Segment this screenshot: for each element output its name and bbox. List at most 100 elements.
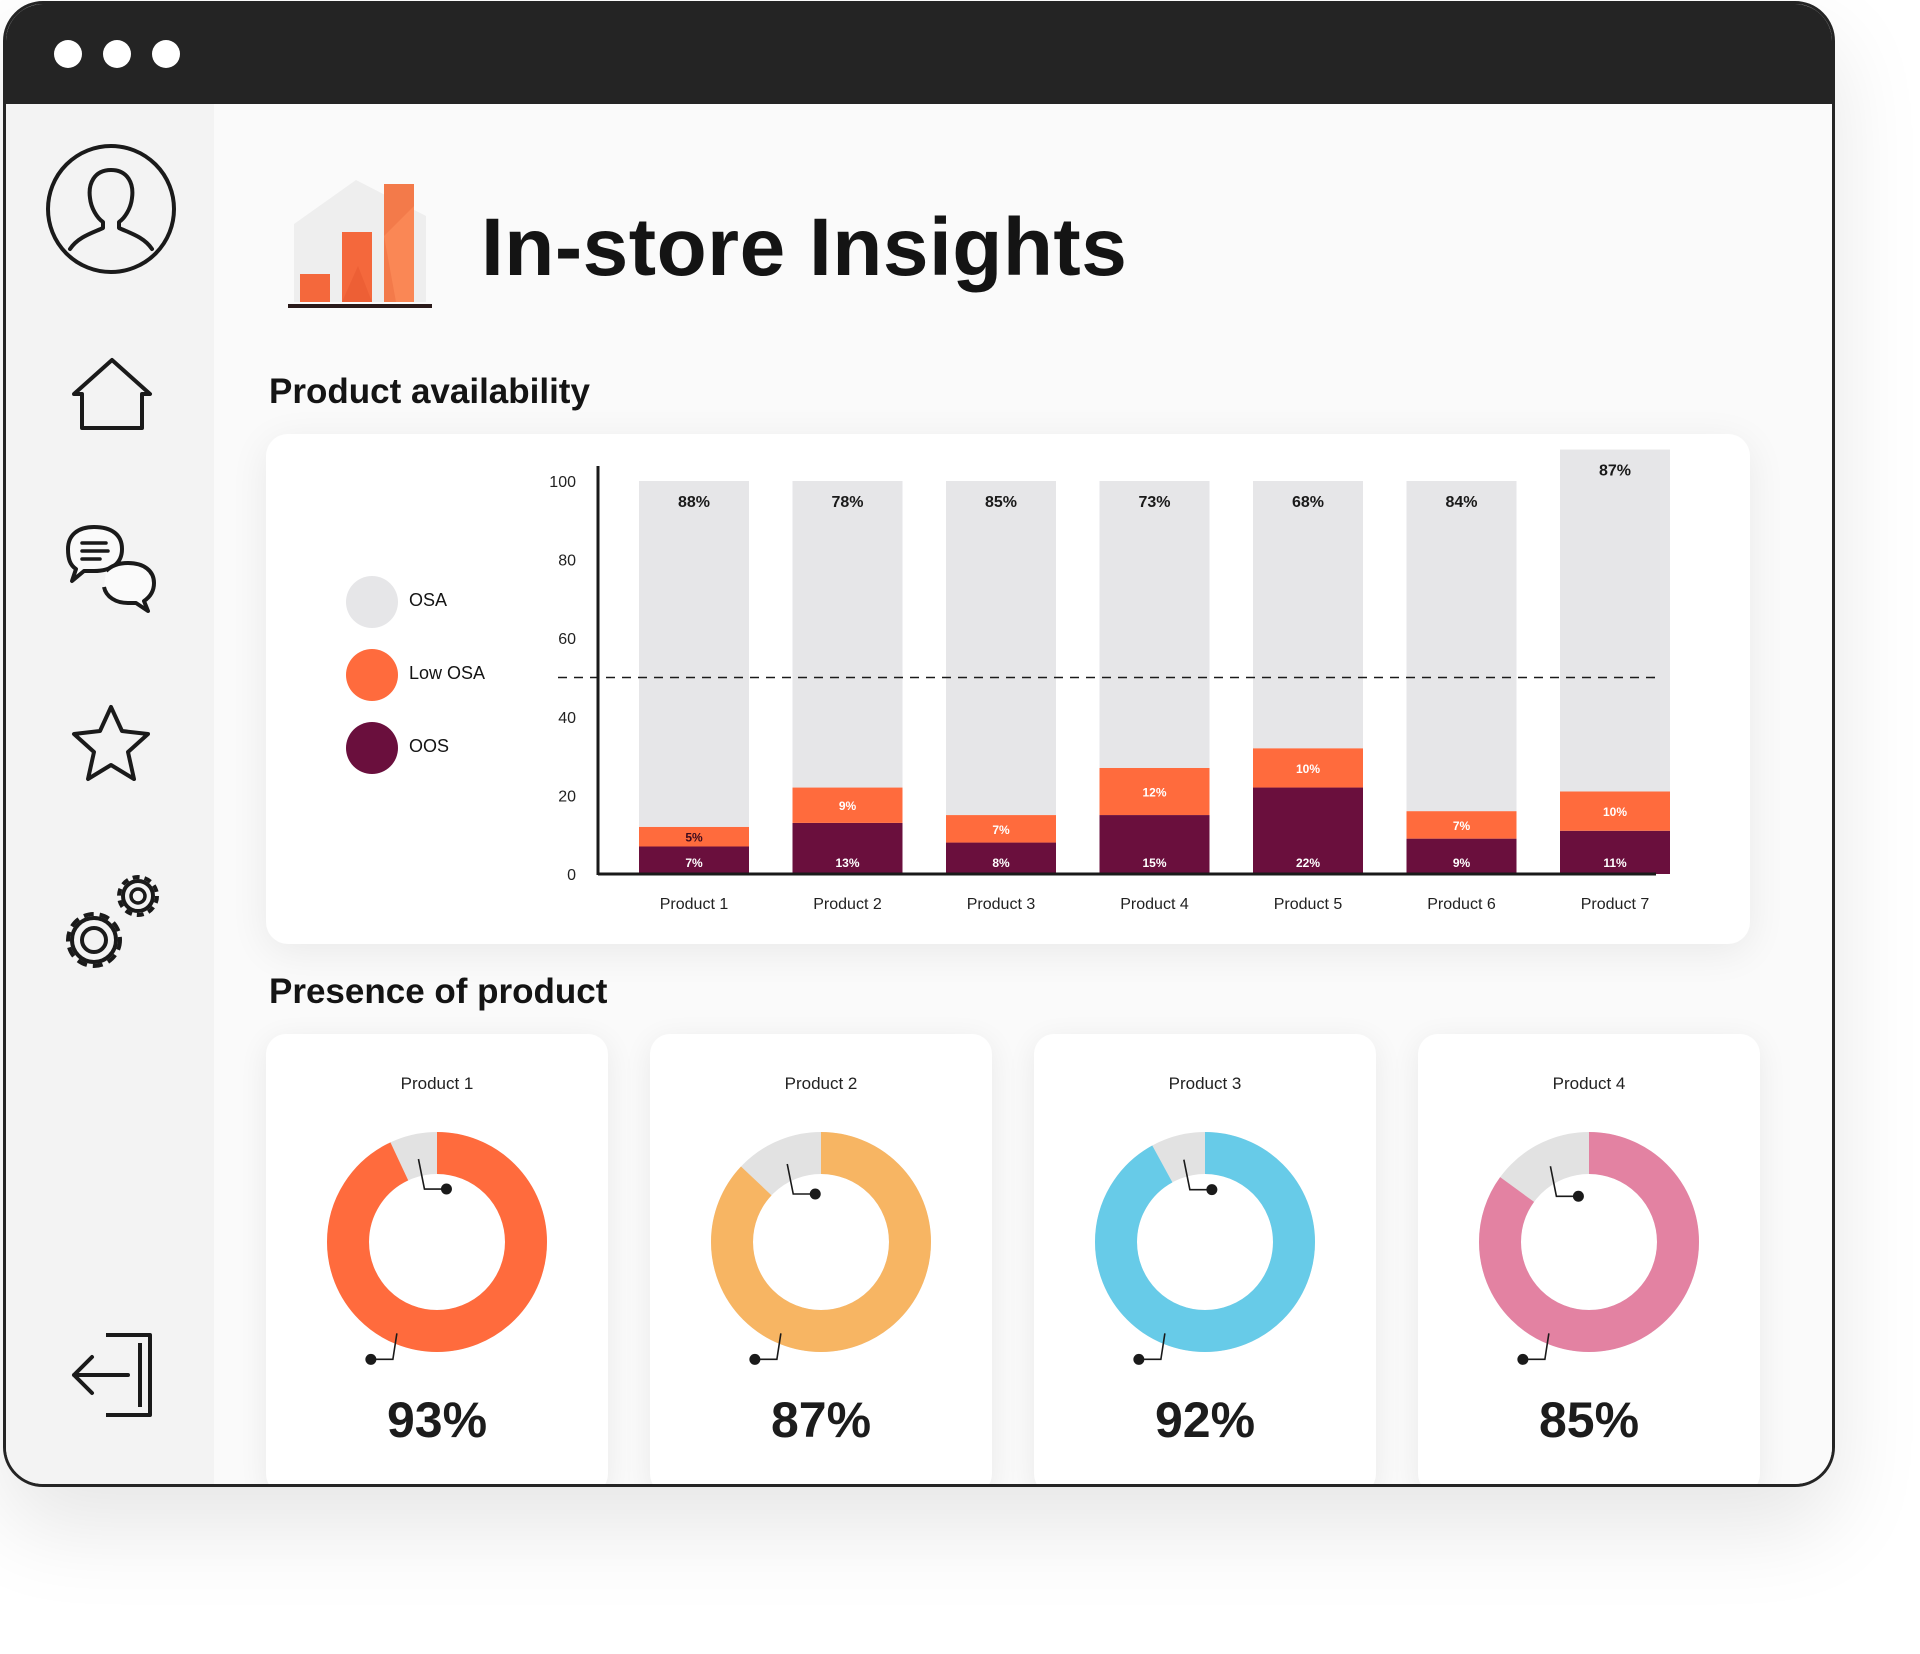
bar-product-5-osa [1253, 481, 1363, 749]
donut-leader-value-product-1 [372, 1333, 398, 1361]
donut-leader-dot-value-product-3 [1133, 1353, 1145, 1365]
x-tick-label-product-1: Product 1 [660, 896, 729, 913]
bar-product-2-osa [792, 481, 903, 788]
donut-leader-dot-value-product-1 [365, 1353, 377, 1365]
donut-leader-dot-remainder-product-4 [1572, 1190, 1584, 1202]
donut-arc-product-1 [327, 1132, 547, 1352]
bar-product-3-low-osa [946, 815, 1056, 843]
donut-value-product-2: 87% [770, 1392, 872, 1448]
window-dot-maximize[interactable] [152, 40, 180, 68]
donut-card-product-3: Product 3 92% [1034, 1034, 1376, 1484]
donut-leader-dot-remainder-product-2 [809, 1188, 821, 1200]
donut-card-product-4: Product 4 85% [1418, 1034, 1760, 1484]
app-window: In-store Insights Product availability O… [3, 1, 1835, 1487]
x-tick-label-product-3: Product 3 [967, 896, 1036, 913]
y-tick-label-100: 100 [549, 474, 576, 491]
legend-swatch-osa [346, 576, 398, 628]
user-icon[interactable] [44, 142, 178, 276]
bar-label-product-5-low-osa: 10% [1296, 762, 1320, 776]
bar-product-3-osa [946, 481, 1056, 816]
logout-icon[interactable] [66, 1329, 158, 1421]
y-tick-label-40: 40 [558, 710, 576, 727]
y-tick-label-20: 20 [558, 788, 576, 805]
donut-arc-product-2 [711, 1132, 931, 1352]
window-dot-minimize[interactable] [103, 40, 131, 68]
bar-product-6-osa [1406, 481, 1517, 812]
sidebar [6, 104, 214, 1484]
donut-leader-dot-remainder-product-3 [1206, 1184, 1218, 1196]
bar-label-product-6-osa: 84% [1445, 494, 1477, 511]
star-icon[interactable] [66, 699, 156, 789]
donut-card-product-1: Product 1 93% [266, 1034, 608, 1484]
y-tick-label-0: 0 [567, 867, 576, 884]
window-dot-close[interactable] [54, 40, 82, 68]
bar-label-product-7-oos: 11% [1603, 856, 1627, 870]
donut-chart-product-4 [1479, 1132, 1699, 1365]
main-content: In-store Insights Product availability O… [214, 104, 1832, 1484]
bar-label-product-7-low-osa: 10% [1603, 805, 1627, 819]
donut-leader-value-product-3 [1140, 1333, 1166, 1361]
donut-leader-remainder-product-3 [1183, 1159, 1210, 1191]
bar-product-7-osa [1560, 449, 1670, 792]
bar-product-4-oos [1099, 815, 1210, 874]
donut-arc-product-3 [1095, 1132, 1315, 1352]
home-icon[interactable] [66, 354, 158, 434]
page-title: In-store Insights [481, 202, 1128, 293]
x-tick-label-product-4: Product 4 [1120, 896, 1189, 913]
bar-product-5-oos [1253, 787, 1363, 874]
gear-icon[interactable] [56, 866, 168, 978]
donut-title-product-2: Product 2 [784, 1074, 858, 1093]
bar-product-7-low-osa [1560, 791, 1670, 831]
y-tick-label-80: 80 [558, 553, 576, 570]
bar-product-2-oos [792, 822, 903, 874]
bar-label-product-7-osa: 87% [1599, 463, 1631, 480]
donut-leader-dot-remainder-product-1 [440, 1183, 452, 1195]
bar-label-product-2-oos: 13% [835, 856, 859, 870]
bar-label-product-4-osa: 73% [1138, 494, 1170, 511]
donut-leader-remainder-product-4 [1549, 1166, 1577, 1198]
availability-section-title: Product availability [269, 372, 590, 411]
bar-product-6-oos [1406, 838, 1517, 874]
bar-product-2-low-osa [792, 787, 903, 823]
donut-leader-dot-value-product-2 [749, 1353, 761, 1365]
x-tick-label-product-2: Product 2 [813, 896, 882, 913]
presence-section-title: Presence of product [269, 972, 608, 1011]
legend-label-oos: OOS [409, 736, 450, 756]
x-tick-label-product-7: Product 7 [1581, 896, 1650, 913]
donut-arc-product-4 [1479, 1132, 1699, 1352]
chat-icon[interactable] [62, 521, 162, 617]
donut-leader-remainder-product-2 [786, 1163, 814, 1195]
bar-label-product-3-low-osa: 7% [992, 823, 1010, 837]
donut-title-product-4: Product 4 [1552, 1074, 1626, 1093]
bar-label-product-1-oos: 7% [685, 856, 703, 870]
donut-leader-remainder-product-1 [417, 1158, 445, 1190]
donut-chart-product-3 [1095, 1132, 1315, 1365]
bar-label-product-3-osa: 85% [985, 494, 1017, 511]
bar-label-product-4-low-osa: 12% [1142, 785, 1166, 799]
window-titlebar [6, 4, 1832, 104]
bar-label-product-2-low-osa: 9% [839, 799, 857, 813]
donut-leader-value-product-2 [756, 1333, 782, 1361]
bar-product-5-low-osa [1253, 748, 1363, 788]
insights-logo-icon [288, 180, 432, 308]
bar-product-6-low-osa [1406, 811, 1517, 839]
donut-chart-product-2 [711, 1132, 931, 1365]
donut-leader-dot-value-product-4 [1517, 1353, 1529, 1365]
bar-product-4-low-osa [1099, 767, 1210, 816]
x-tick-label-product-6: Product 6 [1427, 896, 1496, 913]
bar-product-1-osa [639, 481, 749, 827]
legend-swatch-oos [346, 722, 398, 774]
legend-label-osa: OSA [409, 590, 448, 610]
availability-chart-card: OSA Low OSA OOS 0 20 40 60 80 100 7% 5% 88% Product… [266, 434, 1750, 944]
bar-product-3-oos [946, 842, 1056, 874]
donut-value-product-1: 93% [386, 1392, 488, 1448]
legend-swatch-low-osa [346, 649, 398, 701]
donut-title-product-1: Product 1 [400, 1074, 474, 1093]
bar-product-4-osa [1099, 481, 1210, 768]
availability-bar-chart: 0 20 40 60 80 100 7% 5% 88% Product 1 13% 9% 78% Prod… [549, 449, 1670, 913]
bar-label-product-1-low-osa: 5% [685, 831, 703, 845]
bar-product-1-oos [639, 846, 749, 874]
donut-card-product-2: Product 2 87% [650, 1034, 992, 1484]
donut-leader-value-product-4 [1524, 1333, 1550, 1361]
bar-product-1-low-osa [639, 826, 749, 847]
